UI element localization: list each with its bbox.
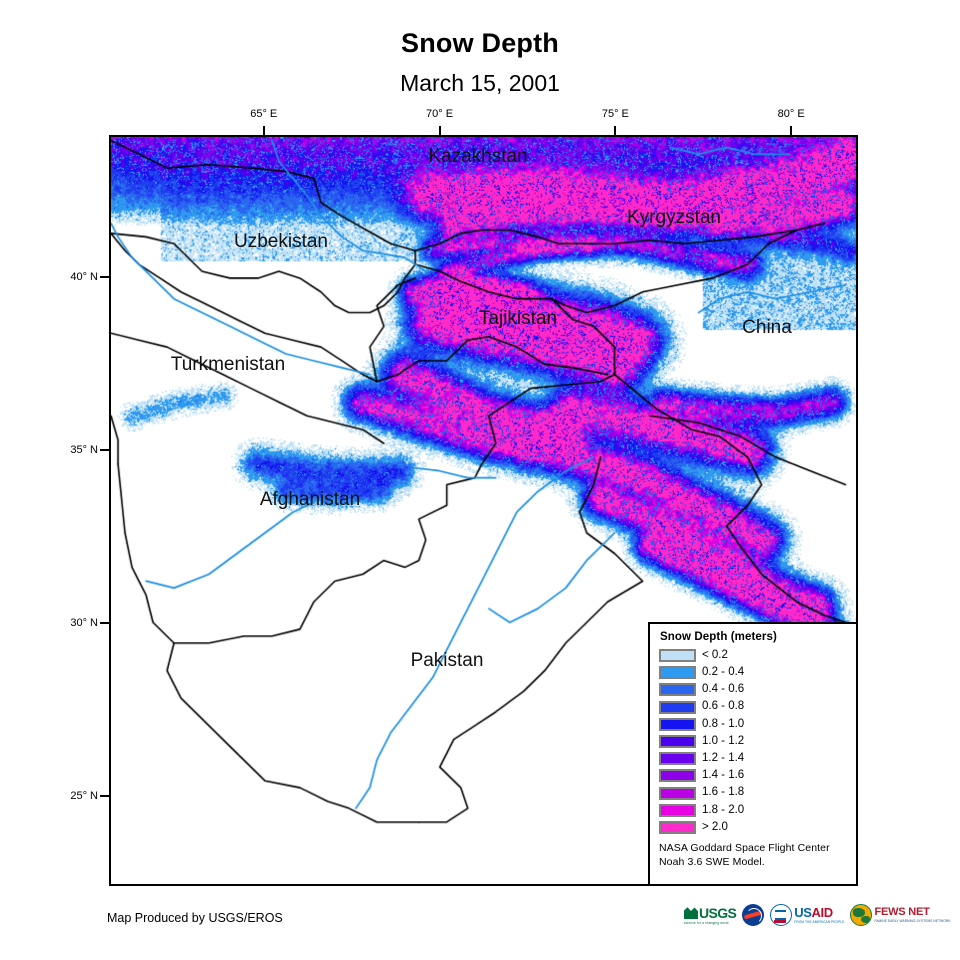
usgs-logo: USGS science for a changing world bbox=[684, 903, 737, 927]
legend-panel: Snow Depth (meters) < 0.2 0.2 - 0.4 0.4 - … bbox=[648, 622, 858, 886]
legend-credit-line-1: NASA Goddard Space Flight Center bbox=[659, 842, 830, 855]
legend-swatch bbox=[659, 717, 696, 731]
usaid-seal-icon bbox=[770, 904, 793, 926]
lat-label-30: 30° N bbox=[70, 616, 98, 629]
lat-tick-40 bbox=[100, 275, 109, 278]
page-title: Snow Depth bbox=[401, 28, 559, 58]
fews-globe-icon bbox=[850, 904, 873, 926]
lat-label-35: 35° N bbox=[70, 443, 98, 456]
legend-row: > 2.0 bbox=[659, 819, 848, 836]
usaid-word-aid: AID bbox=[811, 904, 834, 920]
legend-label: 1.4 - 1.6 bbox=[702, 769, 745, 782]
legend-row: 1.2 - 1.4 bbox=[659, 750, 848, 767]
legend-title: Snow Depth (meters) bbox=[660, 631, 777, 643]
lat-label-25: 25° N bbox=[70, 790, 98, 803]
lat-tick-25 bbox=[100, 795, 109, 798]
lon-label-80: 80° E bbox=[777, 108, 805, 120]
legend-swatch bbox=[659, 683, 696, 697]
legend-label: 1.0 - 1.2 bbox=[702, 734, 745, 747]
legend-label: 0.2 - 0.4 bbox=[702, 666, 745, 679]
legend-credit-line-2: Noah 3.6 SWE Model. bbox=[659, 856, 765, 869]
usaid-word-us: US bbox=[794, 904, 812, 920]
lon-label-65: 65° E bbox=[250, 108, 278, 120]
legend-label: 1.2 - 1.4 bbox=[702, 751, 745, 764]
legend-label: > 2.0 bbox=[702, 820, 728, 833]
fews-net-logo: FEWS NET FAMINE EARLY WARNING SYSTEMS NE… bbox=[850, 903, 950, 927]
legend-row: 0.2 - 0.4 bbox=[659, 664, 848, 681]
legend-label: 0.8 - 1.0 bbox=[702, 717, 745, 730]
usaid-logo: USAID FROM THE AMERICAN PEOPLE bbox=[770, 903, 844, 927]
legend-label: 0.6 - 0.8 bbox=[702, 700, 745, 713]
legend-swatch bbox=[659, 769, 696, 783]
legend-row: 1.0 - 1.2 bbox=[659, 733, 848, 750]
legend-credit: NASA Goddard Space Flight Center Noah 3.… bbox=[659, 841, 848, 869]
fews-wordmark: FEWS NET bbox=[874, 905, 930, 918]
usaid-tagline: FROM THE AMERICAN PEOPLE bbox=[794, 920, 845, 925]
legend-label: 1.8 - 2.0 bbox=[702, 803, 745, 816]
legend-label: < 0.2 bbox=[702, 648, 728, 661]
legend-row: < 0.2 bbox=[659, 647, 848, 664]
legend-swatch bbox=[659, 820, 696, 834]
lon-label-70: 70° E bbox=[426, 108, 454, 120]
lon-tick-75 bbox=[614, 126, 617, 135]
footer-credit: Map Produced by USGS/EROS bbox=[107, 911, 283, 925]
usgs-tagline: science for a changing world bbox=[684, 920, 729, 925]
lat-label-40: 40° N bbox=[70, 270, 98, 283]
nasa-meatball-icon bbox=[742, 904, 765, 926]
legend-swatch bbox=[659, 752, 696, 766]
logo-bar: USGS science for a changing world USAID … bbox=[684, 903, 950, 927]
nasa-logo bbox=[742, 903, 765, 927]
legend-swatch bbox=[659, 666, 696, 680]
legend-swatch bbox=[659, 786, 696, 800]
legend-row: 1.6 - 1.8 bbox=[659, 785, 848, 802]
page-subtitle: March 15, 2001 bbox=[400, 70, 560, 96]
legend-row: 0.6 - 0.8 bbox=[659, 699, 848, 716]
legend-swatch bbox=[659, 735, 696, 749]
lon-tick-80 bbox=[790, 126, 793, 135]
legend-swatch bbox=[659, 803, 696, 817]
legend-label: 1.6 - 1.8 bbox=[702, 786, 745, 799]
lon-tick-65 bbox=[262, 126, 265, 135]
usgs-wordmark: USGS bbox=[699, 904, 737, 921]
legend-row: 0.4 - 0.6 bbox=[659, 681, 848, 698]
legend-row: 1.4 - 1.6 bbox=[659, 767, 848, 784]
legend-swatch bbox=[659, 700, 696, 714]
lat-tick-30 bbox=[100, 621, 109, 624]
lon-label-75: 75° E bbox=[601, 108, 629, 120]
legend-label: 0.4 - 0.6 bbox=[702, 683, 745, 696]
usgs-wave-icon bbox=[684, 907, 698, 919]
legend-row: 1.8 - 2.0 bbox=[659, 802, 848, 819]
legend-row: 0.8 - 1.0 bbox=[659, 716, 848, 733]
fews-tagline: FAMINE EARLY WARNING SYSTEMS NETWORK bbox=[874, 919, 951, 924]
lat-tick-35 bbox=[100, 448, 109, 451]
legend-class-list: < 0.2 0.2 - 0.4 0.4 - 0.6 0.6 - 0.8 0.8 - 1.… bbox=[659, 647, 848, 836]
legend-swatch bbox=[659, 649, 696, 663]
lon-tick-70 bbox=[438, 126, 441, 135]
